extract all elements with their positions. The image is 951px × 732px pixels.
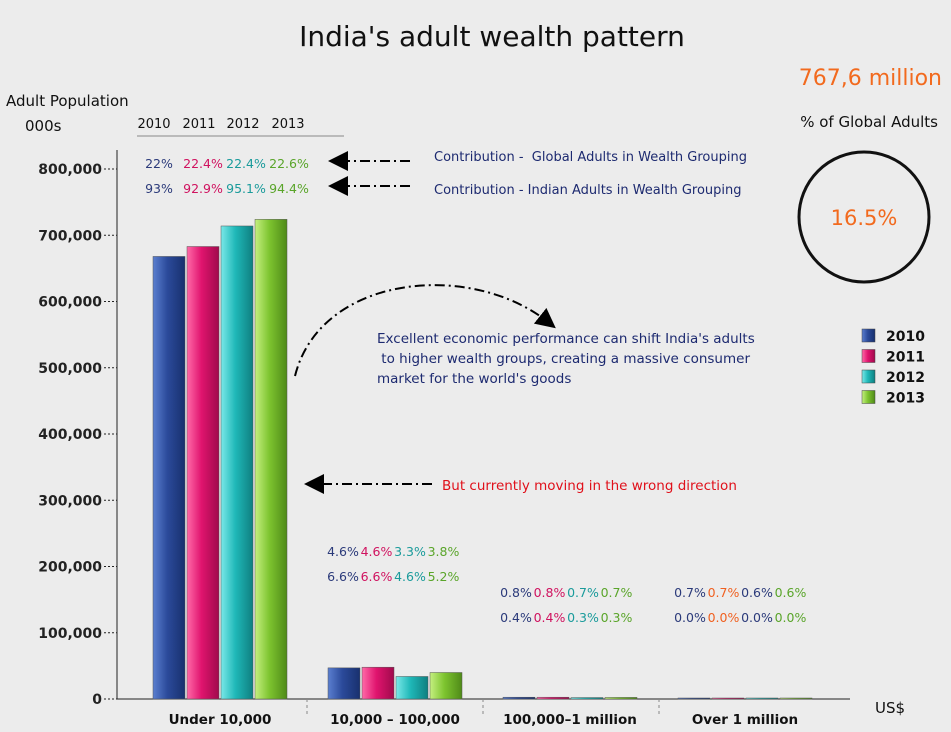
annotation-economic-line3: market for the world's goods [377,371,571,387]
bar-2011-3 [536,696,570,700]
bar-2010-3 [502,696,536,700]
pct-indian: 93% [145,181,173,196]
group-pct: 4.6% [361,544,393,559]
x-tick-label: 10,000 – 100,000 [330,712,460,728]
pct-global: 22.4% [183,156,223,171]
bar-2012-4 [745,697,779,700]
legend-label: 2012 [886,370,925,386]
pct-indian: 92.9% [183,181,223,196]
legend-swatch-2013 [861,390,876,404]
group-pct: 0.0% [741,610,773,625]
group-pct: 0.6% [775,585,807,600]
bar-2011-2 [361,666,395,700]
header-year: 2013 [271,117,304,132]
legend: 2010 2011 2012 2013 [861,328,925,407]
group-pct: 5.2% [428,569,460,584]
y-axis-label-line2: 000s [25,117,62,135]
y-tick-label: 700,000 [38,228,102,244]
x-labels: Under 10,000 10,000 – 100,000 100,000–1 mi… [169,712,799,728]
group-pct: 0.4% [500,610,532,625]
group-pct: 0.3% [601,610,633,625]
global-adults-pct: 16.5% [831,206,898,230]
y-tick-label: 500,000 [38,361,102,377]
pct-global: 22.4% [226,156,266,171]
header-years: 2010 2011 2012 2013 [137,117,304,132]
group-pct: 0.7% [567,585,599,600]
bar-2013-3 [604,697,638,700]
y-tick-label: 400,000 [38,427,102,443]
pct-indian: 95.1% [226,181,266,196]
group-pct: 0.7% [601,585,633,600]
pct-global: 22.6% [269,156,309,171]
bars [152,219,813,700]
x-tick-label: Over 1 million [692,712,798,728]
bar-2013-1 [254,219,288,700]
y-ticks: 0 100,000 200,000 300,000 400,000 500,000 600,… [38,162,117,708]
group-percentages: 4.6% 4.6% 3.3% 3.8%6.6% 6.6% 4.6% 5.2%0.8% 0.8%… [327,544,806,625]
header-year: 2010 [137,117,170,132]
x-separators [306,699,660,714]
pct-indian: 94.4% [269,181,309,196]
global-adults-circle [797,150,931,284]
group-pct: 6.6% [361,569,393,584]
y-axis-label-line1: Adult Population [6,92,129,110]
group-pct: 0.7% [674,585,706,600]
group-pct: 4.6% [394,569,426,584]
group-pct: 0.0% [775,610,807,625]
total-adults: 767,6 million [799,66,942,91]
pct-global: 22% [145,156,173,171]
bar-2013-2 [429,672,463,700]
x-axis-unit-label: US$ [875,699,905,717]
bar-2010-1 [152,256,186,700]
bar-2011-4 [711,697,745,700]
legend-swatch-2010 [861,328,876,343]
annotation-economic-line2: to higher wealth groups, creating a mass… [377,351,750,367]
legend-label: 2011 [886,350,925,366]
bar-2012-3 [570,697,604,700]
header-year: 2011 [182,117,215,132]
group-pct: 4.6% [327,544,359,559]
legend-swatch-2011 [861,349,876,363]
global-adults-label: % of Global Adults [800,113,938,131]
x-tick-label: 100,000–1 million [503,712,637,728]
legend-label: 2013 [886,391,925,407]
legend-label: 2010 [886,329,925,345]
bar-2010-2 [327,667,361,700]
y-tick-label: 600,000 [38,295,102,311]
x-tick-label: Under 10,000 [169,712,272,728]
annotation-contrib-indian: Contribution - Indian Adults in Wealth G… [434,183,742,198]
group-pct: 0.3% [567,610,599,625]
group-pct: 6.6% [327,569,359,584]
legend-swatch-2012 [861,369,876,384]
y-tick-label: 0 [92,692,102,708]
group-pct: 0.6% [741,585,773,600]
annotation-wrong-direction: But currently moving in the wrong direct… [442,478,737,494]
group-pct: 0.8% [534,585,566,600]
group-pct: 0.4% [534,610,566,625]
group-pct: 0.0% [674,610,706,625]
group-pct: 0.0% [708,610,740,625]
bar-2012-2 [395,676,429,700]
y-tick-label: 100,000 [38,626,102,642]
y-tick-label: 800,000 [38,162,102,178]
group-pct: 0.8% [500,585,532,600]
bar-2011-1 [186,246,220,700]
arrow-curved [294,284,556,377]
group-pct: 3.8% [428,544,460,559]
chart-title: India's adult wealth pattern [299,20,685,53]
top-percentages: 22% 22.4% 22.4% 22.6%93% 92.9% 95.1% 94.4% [145,156,309,196]
bar-2010-4 [677,697,711,700]
bar-2012-1 [220,225,254,700]
header-year: 2012 [226,117,259,132]
y-tick-label: 300,000 [38,493,102,509]
bar-2013-4 [779,697,813,700]
y-tick-label: 200,000 [38,560,102,576]
group-pct: 0.7% [708,585,740,600]
group-pct: 3.3% [394,544,426,559]
annotation-economic-line1: Excellent economic performance can shift… [377,331,755,347]
annotation-contrib-global: Contribution - Global Adults in Wealth G… [434,150,747,165]
